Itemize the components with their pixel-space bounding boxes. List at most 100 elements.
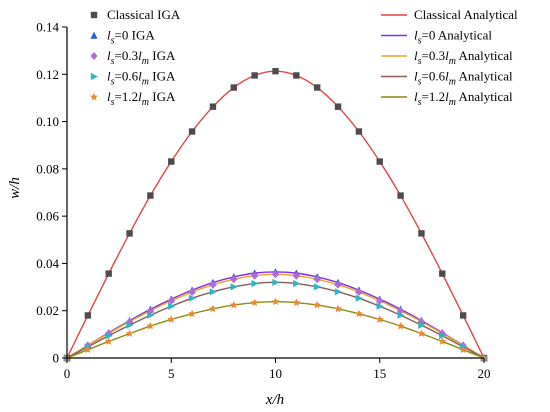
data-point (84, 312, 92, 319)
data-point (292, 271, 300, 280)
legend-entry: Classical IGA (90, 7, 181, 22)
data-point (459, 312, 467, 319)
data-point (439, 332, 447, 340)
data-point (355, 294, 363, 302)
data-point (459, 345, 468, 354)
legend-marker (90, 72, 98, 81)
data-point (355, 288, 363, 297)
data-point (271, 270, 280, 279)
legend-label: ls=0.6lm IGA (107, 69, 176, 88)
legend-label: ls=0.3lm Analytical (414, 48, 513, 67)
y-tick-label: 0.04 (36, 256, 59, 271)
data-point (188, 309, 197, 318)
data-point (397, 192, 404, 199)
data-point (83, 345, 92, 354)
data-point (313, 300, 322, 309)
data-point (147, 311, 155, 319)
x-tick-label: 20 (478, 366, 491, 381)
data-point (168, 302, 176, 310)
legend-label: Classical Analytical (414, 7, 518, 22)
data-point (417, 329, 426, 338)
legend-entry: ls=0 IGA (90, 28, 155, 47)
x-tick-label: 0 (64, 366, 71, 381)
data-point (292, 298, 301, 307)
data-point (334, 103, 342, 110)
legend-label: ls=0.3lm IGA (107, 48, 176, 67)
data-point (105, 332, 113, 340)
data-point (229, 300, 238, 309)
data-point (230, 84, 237, 91)
data-point (314, 84, 321, 91)
data-point (271, 297, 280, 306)
y-tick-label: 0 (53, 351, 60, 366)
y-tick-label: 0.14 (36, 20, 59, 35)
data-point (126, 230, 133, 237)
data-point (146, 321, 155, 330)
data-point (334, 288, 343, 296)
series-line-5 (66, 273, 485, 359)
legend-label: ls=0.6lm Analytical (414, 69, 513, 88)
data-point (355, 128, 363, 135)
data-point (439, 270, 446, 277)
data-point (209, 280, 217, 289)
data-point (230, 283, 238, 291)
series-line-1 (66, 70, 485, 359)
data-point (313, 275, 321, 284)
data-point (250, 298, 259, 307)
legend-entry: ls=0.6lm Analytical (381, 69, 513, 88)
data-point (354, 309, 363, 318)
legend-label: Classical IGA (107, 7, 181, 22)
legend-label: ls=1.2lm IGA (107, 89, 176, 108)
data-point (168, 158, 175, 165)
data-point (293, 279, 301, 288)
data-point (334, 280, 342, 289)
data-point (272, 278, 280, 286)
data-point (417, 317, 426, 326)
data-point (251, 279, 259, 288)
data-point (376, 158, 383, 165)
data-point (209, 288, 217, 296)
data-point (167, 296, 175, 305)
series-line-3 (66, 271, 485, 359)
data-point (188, 128, 196, 135)
y-tick-label: 0.02 (36, 303, 59, 318)
legend-entry: ls=0.3lm Analytical (381, 48, 513, 67)
legend-label: ls=0 Analytical (414, 28, 492, 47)
data-point (125, 329, 134, 338)
data-point (293, 72, 300, 79)
data-point (147, 192, 154, 199)
data-point (188, 288, 196, 297)
legend-entry: Classical Analytical (381, 7, 518, 22)
legend-entry: ls=0.3lm IGA (90, 48, 176, 67)
data-point (376, 302, 384, 310)
legend-label: ls=0 IGA (107, 28, 155, 47)
x-tick-label: 10 (269, 366, 282, 381)
data-point (396, 321, 405, 330)
data-point (418, 321, 426, 329)
y-tick-label: 0.12 (36, 67, 59, 82)
data-point (167, 315, 176, 323)
data-point (251, 72, 258, 79)
data-point (375, 315, 384, 323)
data-point (438, 337, 447, 345)
legend-entry: ls=1.2lm Analytical (381, 89, 513, 108)
data-point (209, 103, 217, 110)
y-tick-label: 0.06 (36, 209, 59, 224)
legend-marker (90, 52, 98, 60)
data-point (397, 311, 405, 319)
legend-label: ls=1.2lm Analytical (414, 89, 513, 108)
data-point (126, 321, 134, 329)
data-point (272, 68, 279, 75)
x-tick-label: 15 (373, 366, 386, 381)
data-point (230, 275, 238, 284)
axes: 0 5 10 15 20 0 0.02 0.04 0.06 0.08 0.10 0.12 0.14 (36, 20, 490, 382)
data-point (314, 283, 322, 291)
x-axis-title: x/h (265, 392, 284, 408)
legend-marker (90, 11, 98, 19)
y-tick-label: 0.08 (36, 161, 59, 176)
legend-marker (90, 92, 98, 101)
legend-entry: ls=0.6lm IGA (90, 69, 176, 88)
y-axis-title: w/h (7, 177, 23, 199)
